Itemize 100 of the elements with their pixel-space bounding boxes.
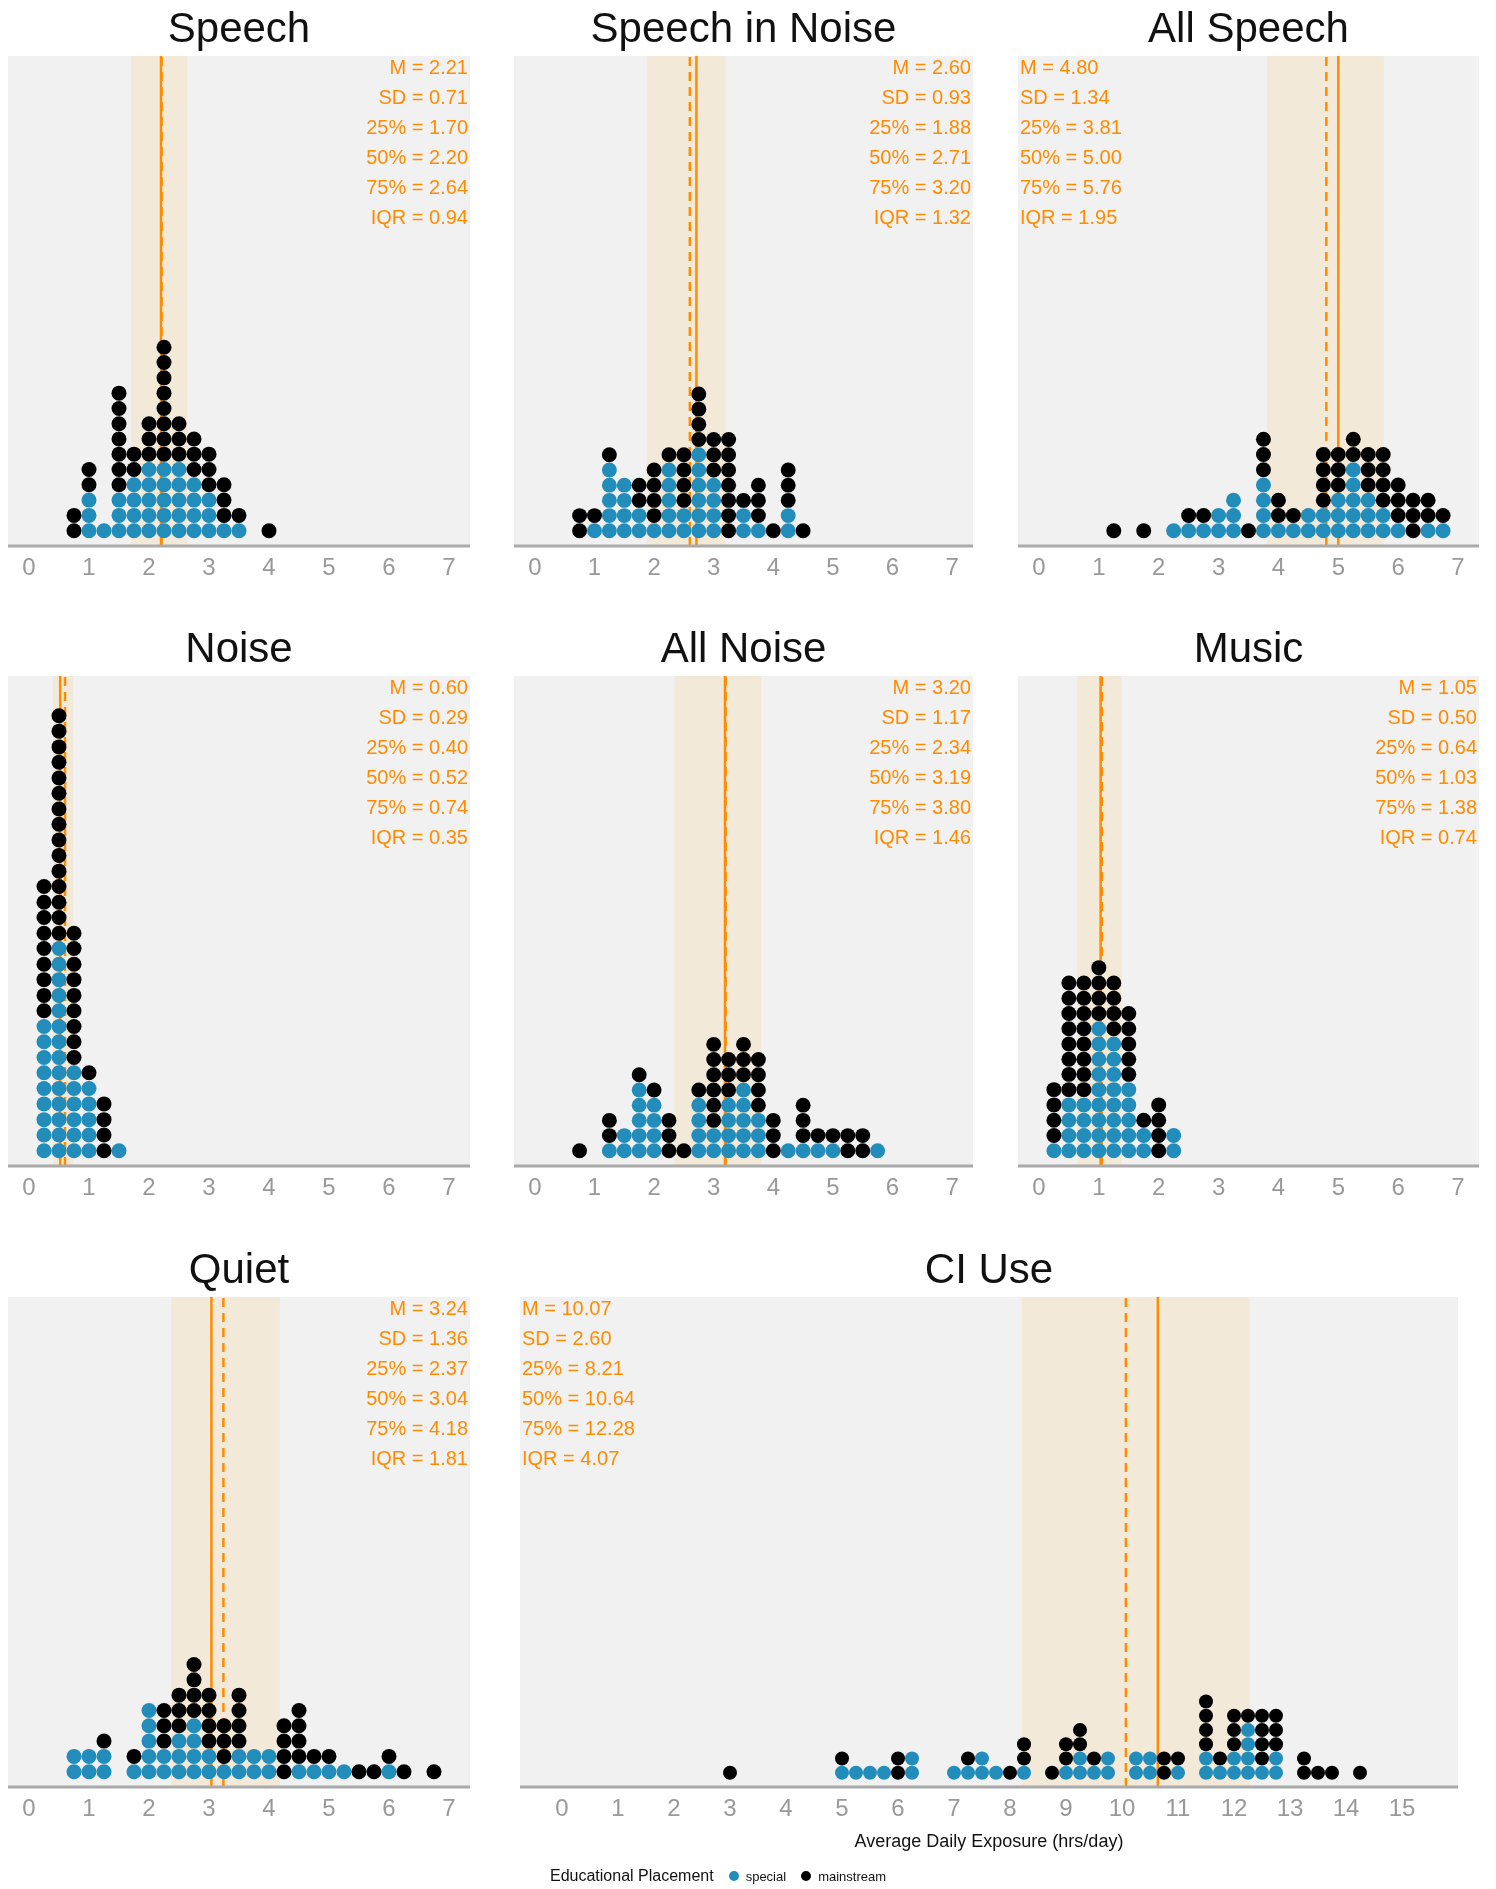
x-tick-label: 0 <box>22 1173 36 1201</box>
point <box>795 1097 811 1113</box>
text: M = 10.07 <box>522 1296 613 1321</box>
point <box>156 400 172 416</box>
point <box>66 941 82 957</box>
point <box>1375 446 1391 462</box>
point <box>1196 523 1212 539</box>
x-tick-label: 5 <box>322 1794 336 1822</box>
point <box>676 462 692 478</box>
text: SD = 2.60 <box>522 1326 613 1351</box>
point <box>691 477 707 493</box>
point <box>616 1128 632 1144</box>
point <box>1121 1127 1137 1143</box>
point <box>1017 1737 1031 1752</box>
point <box>96 1143 112 1159</box>
point <box>141 477 157 493</box>
point <box>616 492 632 508</box>
point <box>291 1733 307 1749</box>
point <box>1315 477 1331 493</box>
point <box>1241 1737 1255 1752</box>
point <box>156 1748 172 1764</box>
point <box>1157 1765 1171 1780</box>
point <box>1087 1765 1101 1780</box>
x-tick-label: 15 <box>1388 1794 1416 1822</box>
point <box>1199 1751 1213 1766</box>
point <box>1171 1765 1185 1780</box>
point <box>246 1748 262 1764</box>
point <box>231 1733 247 1749</box>
point <box>66 1143 82 1159</box>
point <box>676 447 692 463</box>
point <box>201 1764 217 1780</box>
point <box>1073 1737 1087 1752</box>
point <box>51 878 67 894</box>
text: 75% = 12.28 <box>522 1416 635 1441</box>
x-tick-label: 4 <box>1271 553 1286 581</box>
point <box>736 492 751 508</box>
point <box>706 477 722 493</box>
point <box>186 1748 202 1764</box>
chart-title: Speech in Noise <box>589 3 898 53</box>
text: IQR = 1.32 <box>872 205 971 230</box>
point <box>706 1128 722 1144</box>
point <box>1121 1036 1137 1052</box>
annotation: SD = 0.29 <box>377 705 468 730</box>
point <box>51 972 67 988</box>
point <box>750 523 766 539</box>
point <box>426 1764 442 1780</box>
point <box>96 1764 112 1780</box>
point <box>780 462 796 478</box>
point <box>1227 1751 1241 1766</box>
point <box>1091 1051 1107 1067</box>
point <box>51 1065 67 1081</box>
point <box>66 1764 82 1780</box>
point <box>691 508 707 524</box>
point <box>1227 1722 1241 1737</box>
point <box>721 1128 737 1144</box>
x-tick-label: 3 <box>202 553 216 581</box>
point <box>721 447 737 463</box>
point <box>646 523 662 539</box>
point <box>1241 1708 1255 1723</box>
point <box>1061 1143 1077 1159</box>
point <box>646 1082 662 1098</box>
point <box>1121 1112 1137 1128</box>
point <box>810 1128 826 1144</box>
point <box>601 462 617 478</box>
point <box>81 492 97 508</box>
x-tick-label: 5 <box>835 1794 849 1822</box>
point <box>750 1143 766 1159</box>
text: 50% = 2.71 <box>869 145 971 170</box>
chart-title: Music <box>1192 623 1305 673</box>
point <box>795 1128 811 1144</box>
point <box>661 447 677 463</box>
point <box>81 1096 97 1112</box>
point <box>51 1003 67 1019</box>
point <box>1106 1051 1122 1067</box>
point <box>601 1128 617 1144</box>
point <box>1059 1751 1073 1766</box>
point <box>706 1112 722 1128</box>
point <box>750 1112 766 1128</box>
point <box>891 1765 905 1780</box>
point <box>1405 523 1421 539</box>
text: M = 0.60 <box>388 675 468 700</box>
point <box>81 1143 97 1159</box>
point <box>126 446 142 462</box>
point <box>1121 1082 1137 1098</box>
point <box>51 723 67 739</box>
point <box>66 1748 82 1764</box>
point <box>691 1112 707 1128</box>
point <box>36 956 52 972</box>
x-tick-label: 5 <box>826 1173 840 1201</box>
point <box>631 1067 647 1083</box>
point <box>721 1082 737 1098</box>
x-tick-label: 1 <box>82 553 96 581</box>
x-tick-label: 0 <box>22 1794 36 1822</box>
x-tick-label: 6 <box>382 1794 396 1822</box>
point <box>661 462 677 478</box>
point <box>111 477 127 493</box>
point <box>96 523 112 539</box>
point <box>825 1143 841 1159</box>
point <box>201 1687 217 1703</box>
point <box>661 1143 677 1159</box>
